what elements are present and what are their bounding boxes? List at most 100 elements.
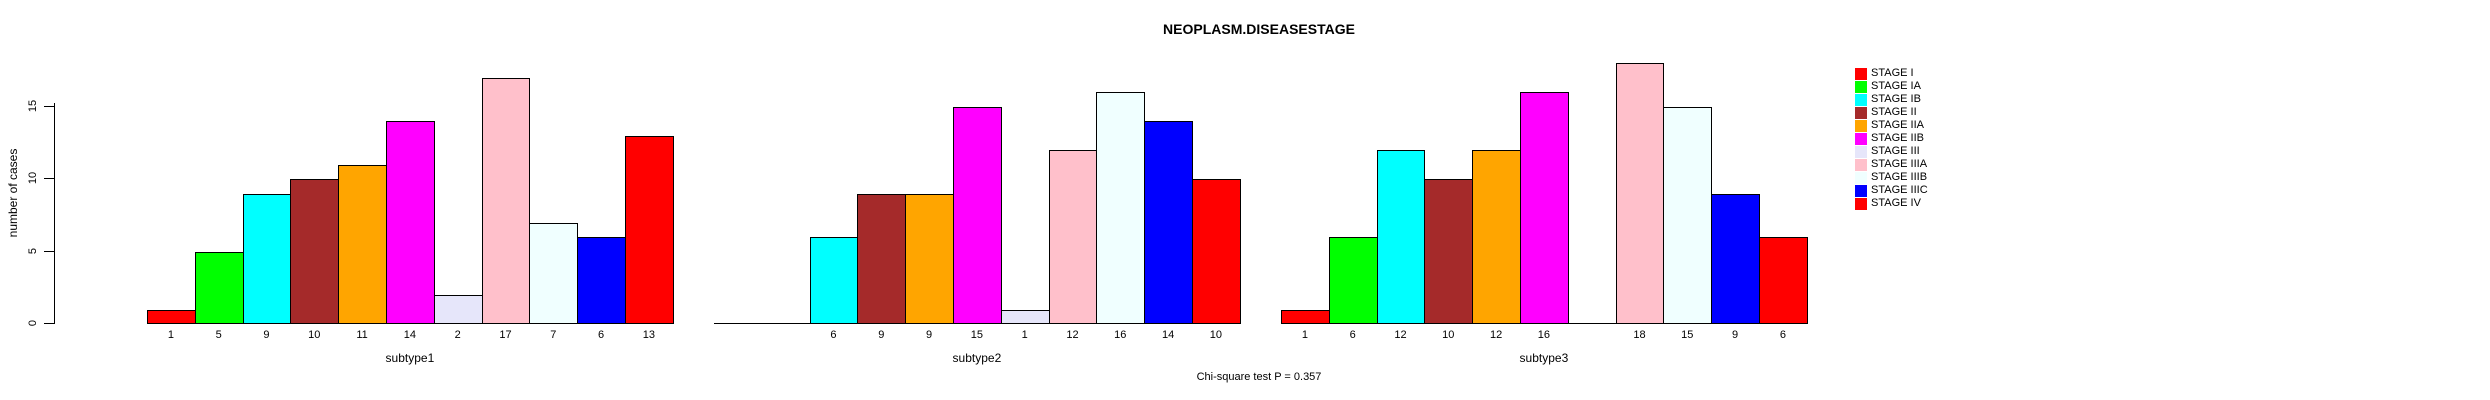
legend-entry: STAGE III [1855, 145, 1928, 158]
legend-entry: STAGE IIIB [1855, 171, 1928, 184]
legend-swatch [1855, 106, 1867, 119]
bar-value-label: 1 [1021, 329, 1028, 341]
y-axis-line [54, 103, 55, 324]
bar-value-label: 12 [1489, 329, 1503, 341]
legend-entry: STAGE I [1855, 67, 1928, 80]
legend-swatch [1855, 197, 1867, 210]
bar [1759, 237, 1808, 324]
bar-value-label: 9 [1732, 329, 1739, 341]
legend-swatch [1855, 93, 1867, 106]
bar-value-label: 16 [1537, 329, 1551, 341]
bar-value-label: 11 [356, 329, 368, 341]
group-label-subtype2: subtype2 [952, 351, 1002, 365]
bar-value-label: 9 [926, 329, 933, 341]
group-label-subtype1: subtype1 [385, 351, 435, 365]
zero-bar [761, 323, 811, 324]
bar [1096, 92, 1146, 324]
legend-swatch [1855, 132, 1867, 145]
legend-swatch [1855, 145, 1867, 158]
y-axis-tick [44, 105, 54, 107]
bar [338, 164, 387, 324]
bar [1328, 237, 1378, 324]
bar-value-label: 13 [642, 329, 656, 341]
legend-label: STAGE IA [1871, 80, 1921, 92]
legend-label: STAGE IV [1871, 197, 1921, 209]
bar [1663, 106, 1713, 324]
group-label-subtype3: subtype3 [1519, 351, 1569, 365]
y-axis-tick-label: 0 [27, 319, 39, 327]
legend-entry: STAGE II [1855, 106, 1928, 119]
bar [577, 237, 626, 324]
bar-value-label: 7 [550, 329, 557, 341]
bar [1144, 121, 1193, 324]
y-axis-tick-label: 10 [27, 171, 39, 185]
zero-bar [1567, 323, 1617, 324]
legend-label: STAGE IB [1871, 93, 1921, 105]
bar-value-label: 6 [1349, 329, 1356, 341]
bar-value-label: 15 [970, 329, 984, 341]
legend-entry: STAGE IIA [1855, 119, 1928, 132]
bar-value-label: 1 [167, 329, 174, 341]
bar [1424, 179, 1474, 324]
bar-value-label: 12 [1066, 329, 1079, 341]
bar-value-label: 9 [263, 329, 270, 341]
bar-value-label: 18 [1633, 329, 1646, 341]
legend-entry: STAGE IIIC [1855, 184, 1928, 197]
y-axis-label: number of cases [6, 148, 20, 238]
y-axis-tick [44, 250, 54, 252]
bar [481, 77, 531, 324]
bar-value-label: 6 [830, 329, 837, 341]
bar [1711, 193, 1760, 324]
bar-value-label: 17 [499, 329, 512, 341]
bar-value-label: 5 [215, 329, 222, 341]
legend-swatch [1855, 184, 1867, 197]
y-axis-tick [44, 323, 54, 324]
legend-entry: STAGE IV [1855, 197, 1928, 210]
legend: STAGE I STAGE IA STAGE IB STAGE II STAGE IIA… [1855, 67, 1928, 210]
bar [809, 237, 859, 324]
chi-square-annotation: Chi-square test P = 0.357 [1196, 371, 1322, 383]
y-axis-tick-label: 15 [27, 99, 39, 112]
legend-label: STAGE I [1871, 67, 1914, 79]
bar [1615, 63, 1665, 324]
bar [386, 121, 435, 324]
bar [953, 106, 1002, 324]
bar-value-label: 6 [598, 329, 605, 341]
bar-value-label: 10 [1442, 329, 1455, 341]
legend-swatch [1855, 171, 1867, 184]
legend-label: STAGE IIIB [1871, 171, 1928, 183]
legend-label: STAGE II [1871, 106, 1917, 118]
zero-bar [714, 323, 763, 324]
bar [1048, 150, 1098, 324]
bar [905, 193, 954, 324]
bar [290, 179, 340, 324]
legend-label: STAGE IIA [1871, 119, 1924, 131]
legend-label: STAGE IIIA [1871, 158, 1928, 170]
bar [1281, 309, 1330, 324]
bar [625, 135, 674, 324]
legend-label: STAGE IIB [1871, 132, 1924, 144]
legend-swatch [1855, 119, 1867, 132]
bar-value-label: 1 [1301, 329, 1308, 341]
bar-value-label: 9 [878, 329, 885, 341]
bar [1520, 92, 1569, 324]
bar [857, 193, 907, 324]
bar-value-label: 14 [1161, 329, 1175, 341]
bar [1000, 309, 1050, 324]
bar [194, 251, 244, 324]
bar [1376, 150, 1426, 324]
bar-value-label: 14 [403, 329, 417, 341]
bar-value-label: 12 [1394, 329, 1407, 341]
bar [147, 309, 196, 324]
bar-value-label: 2 [454, 329, 461, 341]
legend-label: STAGE III [1871, 145, 1920, 157]
legend-swatch [1855, 80, 1867, 93]
legend-entry: STAGE IB [1855, 93, 1928, 106]
bar-value-label: 16 [1114, 329, 1127, 341]
bar-value-label: 15 [1681, 329, 1694, 341]
bar [433, 295, 483, 324]
bar [1192, 179, 1241, 324]
bar-value-label: 10 [308, 329, 321, 341]
bar-value-label: 6 [1779, 329, 1786, 341]
